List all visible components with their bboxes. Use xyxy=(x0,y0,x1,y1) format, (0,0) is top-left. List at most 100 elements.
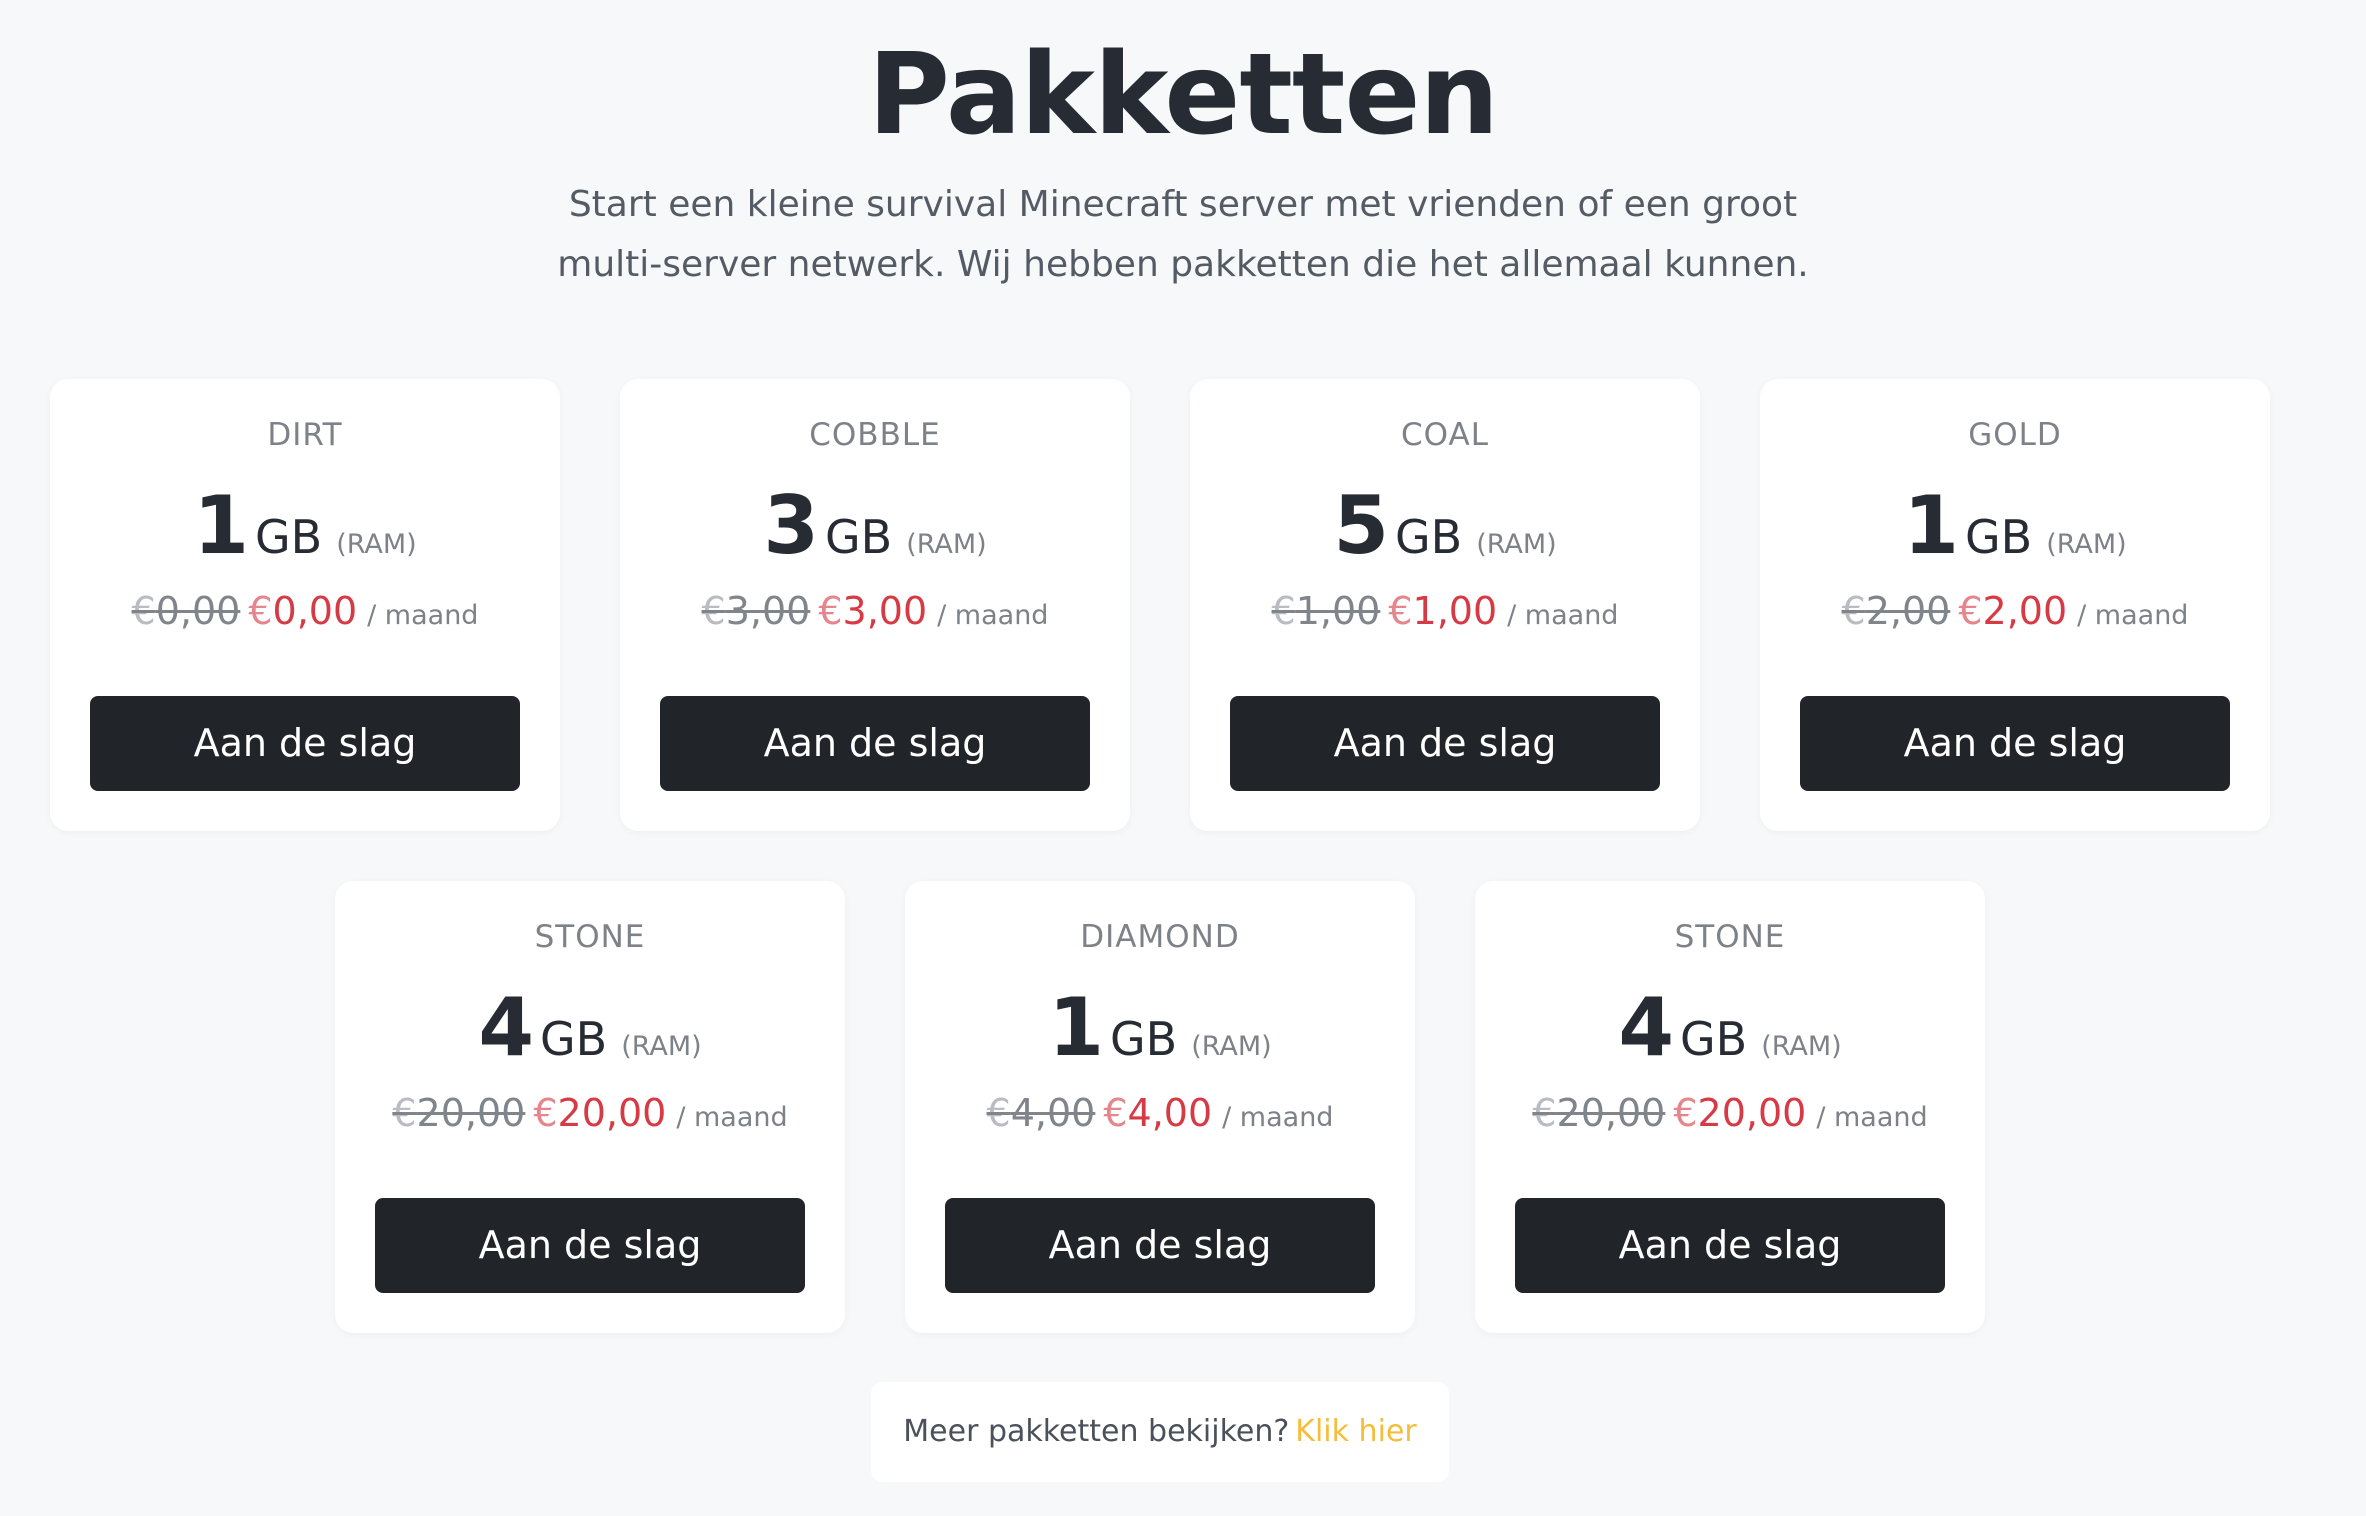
new-price-value: 3,00 xyxy=(842,589,928,633)
ram-label: (RAM) xyxy=(621,1031,702,1062)
package-price: €20,00 €20,00/ maand xyxy=(335,1091,845,1135)
package-card: GOLD 1 GB (RAM) €2,00 €2,00/ maand Aan de s… xyxy=(1760,379,2270,831)
price-period: / maand xyxy=(676,1102,788,1133)
ram-label: (RAM) xyxy=(1761,1031,1842,1062)
package-name: COAL xyxy=(1401,417,1489,453)
package-price: €3,00 €3,00/ maand xyxy=(620,589,1130,633)
old-price: €3,00 xyxy=(702,589,811,633)
get-started-button[interactable]: Aan de slag xyxy=(945,1198,1375,1293)
package-card: STONE 4 GB (RAM) €20,00 €20,00/ maand Aan d… xyxy=(1475,881,1985,1333)
ram-unit: GB xyxy=(1109,1012,1178,1066)
package-ram: 1 GB (RAM) xyxy=(905,981,1415,1074)
ram-unit: GB xyxy=(539,1012,608,1066)
currency: € xyxy=(1532,1091,1557,1135)
currency: € xyxy=(392,1091,417,1135)
old-price: €2,00 xyxy=(1842,589,1951,633)
ram-amount: 4 xyxy=(478,981,534,1074)
new-price: €20,00 xyxy=(1673,1091,1806,1135)
more-packages-text: Meer pakketten bekijken? xyxy=(903,1414,1290,1449)
package-ram: 1 GB (RAM) xyxy=(1760,479,2270,572)
subtitle-line: multi-server netwerk. Wij hebben pakkett… xyxy=(557,244,1809,285)
old-price-value: 4,00 xyxy=(1010,1091,1096,1135)
get-started-button[interactable]: Aan de slag xyxy=(375,1198,805,1293)
currency: € xyxy=(131,589,156,633)
ram-amount: 1 xyxy=(1048,981,1104,1074)
old-price: €4,00 xyxy=(987,1091,1096,1135)
ram-unit: GB xyxy=(1394,510,1463,564)
get-started-button[interactable]: Aan de slag xyxy=(1800,696,2230,791)
new-price-value: 20,00 xyxy=(1697,1091,1807,1135)
package-card: DIRT 1 GB (RAM) €0,00 €0,00/ maand Aan de s… xyxy=(50,379,560,831)
old-price-value: 20,00 xyxy=(1556,1091,1666,1135)
ram-label: (RAM) xyxy=(2046,529,2127,560)
new-price-value: 2,00 xyxy=(1982,589,2068,633)
new-price: €0,00 xyxy=(248,589,357,633)
get-started-button[interactable]: Aan de slag xyxy=(90,696,520,791)
price-period: / maand xyxy=(367,600,479,631)
new-price: €2,00 xyxy=(1958,589,2067,633)
package-name: DIRT xyxy=(267,417,343,453)
old-price-value: 0,00 xyxy=(155,589,241,633)
package-price: €1,00 €1,00/ maand xyxy=(1190,589,1700,633)
ram-amount: 5 xyxy=(1333,479,1389,572)
package-card: STONE 4 GB (RAM) €20,00 €20,00/ maand Aan d… xyxy=(335,881,845,1333)
get-started-button[interactable]: Aan de slag xyxy=(660,696,1090,791)
package-card: COBBLE 3 GB (RAM) €3,00 €3,00/ maand Aan de… xyxy=(620,379,1130,831)
package-ram: 3 GB (RAM) xyxy=(620,479,1130,572)
currency: € xyxy=(818,589,843,633)
currency: € xyxy=(701,589,726,633)
currency: € xyxy=(1388,589,1413,633)
currency: € xyxy=(533,1091,558,1135)
old-price: €1,00 xyxy=(1272,589,1381,633)
price-period: / maand xyxy=(1507,600,1619,631)
get-started-button[interactable]: Aan de slag xyxy=(1230,696,1660,791)
currency: € xyxy=(1271,589,1296,633)
package-price: €20,00 €20,00/ maand xyxy=(1475,1091,1985,1135)
price-period: / maand xyxy=(1222,1102,1334,1133)
more-packages-box: Meer pakketten bekijken? Klik hier xyxy=(871,1382,1449,1482)
package-card: DIAMOND 1 GB (RAM) €4,00 €4,00/ maand Aan d… xyxy=(905,881,1415,1333)
ram-unit: GB xyxy=(254,510,323,564)
ram-unit: GB xyxy=(1964,510,2033,564)
ram-label: (RAM) xyxy=(906,529,987,560)
package-name: STONE xyxy=(1674,919,1786,955)
package-name: GOLD xyxy=(1968,417,2062,453)
old-price: €0,00 xyxy=(132,589,241,633)
old-price-value: 2,00 xyxy=(1865,589,1951,633)
old-price: €20,00 xyxy=(392,1091,525,1135)
ram-amount: 3 xyxy=(763,479,819,572)
new-price-value: 4,00 xyxy=(1127,1091,1213,1135)
price-period: / maand xyxy=(1816,1102,1928,1133)
ram-amount: 1 xyxy=(1903,479,1959,572)
currency: € xyxy=(1673,1091,1698,1135)
price-period: / maand xyxy=(2077,600,2189,631)
ram-unit: GB xyxy=(1679,1012,1748,1066)
price-period: / maand xyxy=(937,600,1049,631)
currency: € xyxy=(1958,589,1983,633)
ram-label: (RAM) xyxy=(1476,529,1557,560)
package-card: COAL 5 GB (RAM) €1,00 €1,00/ maand Aan de s… xyxy=(1190,379,1700,831)
new-price-value: 20,00 xyxy=(557,1091,667,1135)
old-price-value: 3,00 xyxy=(725,589,811,633)
package-ram: 5 GB (RAM) xyxy=(1190,479,1700,572)
package-name: STONE xyxy=(534,919,646,955)
ram-amount: 1 xyxy=(193,479,249,572)
new-price: €4,00 xyxy=(1103,1091,1212,1135)
more-packages-link[interactable]: Klik hier xyxy=(1295,1414,1417,1449)
new-price: €3,00 xyxy=(818,589,927,633)
old-price-value: 1,00 xyxy=(1295,589,1381,633)
get-started-button[interactable]: Aan de slag xyxy=(1515,1198,1945,1293)
new-price-value: 0,00 xyxy=(272,589,358,633)
ram-unit: GB xyxy=(824,510,893,564)
package-price: €4,00 €4,00/ maand xyxy=(905,1091,1415,1135)
package-ram: 4 GB (RAM) xyxy=(1475,981,1985,1074)
page-title: Pakketten xyxy=(867,30,1499,160)
currency: € xyxy=(986,1091,1011,1135)
new-price: €20,00 xyxy=(533,1091,666,1135)
ram-amount: 4 xyxy=(1618,981,1674,1074)
package-name: COBBLE xyxy=(809,417,941,453)
page-subtitle: Start een kleine survival Minecraft serv… xyxy=(0,175,2366,295)
package-ram: 1 GB (RAM) xyxy=(50,479,560,572)
currency: € xyxy=(1103,1091,1128,1135)
new-price: €1,00 xyxy=(1388,589,1497,633)
